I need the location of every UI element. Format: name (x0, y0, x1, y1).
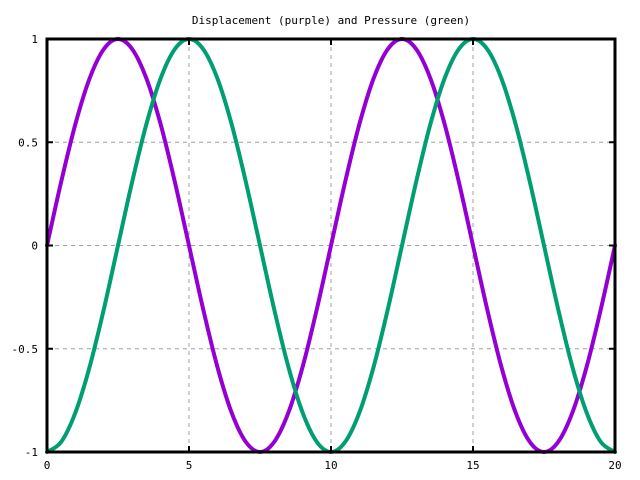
y-tick-label: 0.5 (18, 136, 38, 149)
series-line-purple (45, 37, 617, 454)
x-tick-label: 5 (186, 459, 193, 472)
y-tick-label: 1 (31, 33, 38, 46)
y-tick-label: 0 (31, 240, 38, 253)
y-tick-label: -1 (25, 446, 38, 459)
y-tick-label: -0.5 (12, 343, 39, 356)
tick-layer (46, 38, 616, 453)
x-tick-label: 10 (324, 459, 337, 472)
x-tick-label: 15 (466, 459, 479, 472)
x-tick-label: 0 (44, 459, 51, 472)
chart-title: Displacement (purple) and Pressure (gree… (192, 14, 470, 27)
x-tick-label: 20 (608, 459, 621, 472)
tick-label-layer: 0 5 10 15 20 -1 -0.5 0 0.5 1 (12, 33, 622, 472)
